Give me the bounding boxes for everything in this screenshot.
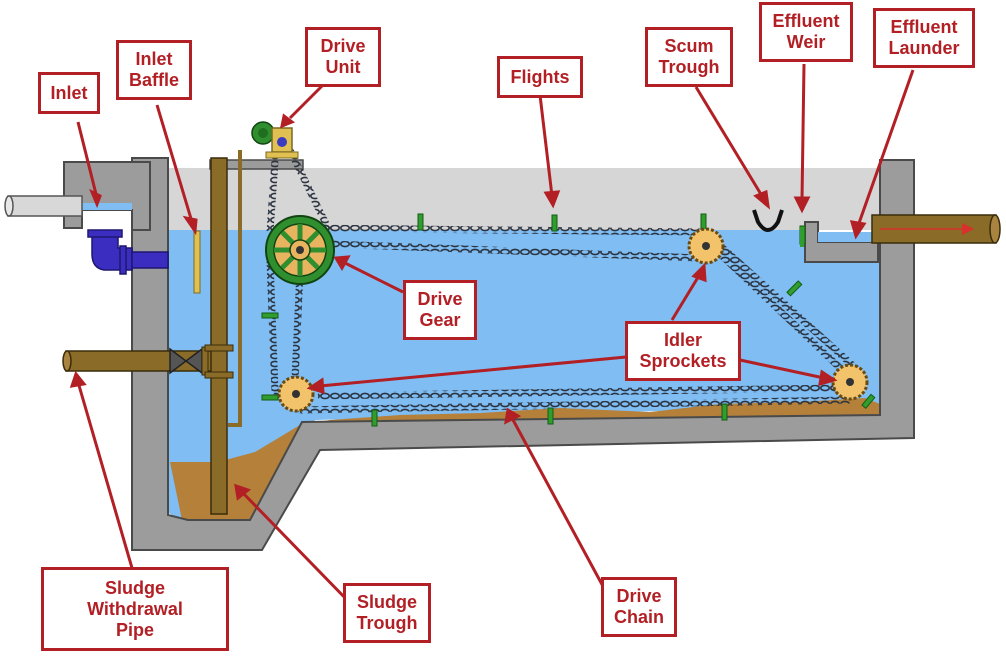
label-sludge-trough: Sludge Trough bbox=[343, 583, 431, 643]
flight bbox=[861, 393, 876, 409]
flight bbox=[371, 409, 378, 427]
flight bbox=[261, 312, 279, 319]
label-drive-gear: Drive Gear bbox=[403, 280, 477, 340]
sludge-layer bbox=[170, 398, 880, 520]
idler-sprocket-top bbox=[687, 227, 725, 265]
effluent-weir bbox=[800, 227, 804, 247]
drive-unit bbox=[251, 121, 299, 159]
idler-sprocket-right bbox=[831, 363, 869, 401]
label-flights: Flights bbox=[497, 56, 583, 98]
flight bbox=[417, 213, 424, 231]
flight bbox=[786, 280, 803, 297]
label-sludge-withdrawal-pipe-text: Sludge Withdrawal Pipe bbox=[87, 577, 183, 640]
inlet-pipe bbox=[7, 195, 83, 217]
effluent-pipe-end bbox=[989, 214, 1001, 244]
tank-walls bbox=[131, 157, 915, 551]
flight bbox=[547, 407, 554, 425]
inlet-feed bbox=[131, 251, 169, 269]
label-inlet-baffle: Inlet Baffle bbox=[116, 40, 192, 100]
label-idler-sprockets-text: Idler Sprockets bbox=[639, 330, 727, 371]
inlet-elbow-flange bbox=[87, 229, 123, 238]
drive-gear bbox=[265, 215, 335, 285]
label-inlet-text: Inlet bbox=[50, 82, 88, 103]
label-flights-text: Flights bbox=[510, 66, 570, 87]
sludge-pipe-vertical bbox=[210, 157, 228, 515]
scum-pipe bbox=[228, 150, 242, 427]
sludge-pipe-end bbox=[62, 350, 72, 372]
inlet-channel-water bbox=[82, 203, 132, 210]
callout-arrows bbox=[69, 63, 915, 605]
tank-air-space bbox=[150, 168, 885, 230]
label-drive-unit-text: Drive Unit bbox=[320, 36, 366, 77]
flight bbox=[721, 403, 728, 421]
effluent-flow-arrow bbox=[962, 223, 974, 235]
label-sludge-trough-text: Sludge Trough bbox=[356, 592, 418, 633]
label-drive-gear-text: Drive Gear bbox=[417, 289, 463, 330]
sludge-pipe-tee bbox=[204, 344, 234, 352]
label-effluent-launder: Effluent Launder bbox=[873, 8, 975, 68]
label-inlet: Inlet bbox=[38, 72, 100, 114]
label-drive-chain: Drive Chain bbox=[601, 577, 677, 637]
label-effluent-launder-text: Effluent Launder bbox=[888, 17, 960, 58]
inlet-elbow-flange-2 bbox=[119, 245, 127, 275]
inlet-pipe-end bbox=[4, 195, 14, 217]
label-inlet-baffle-text: Inlet Baffle bbox=[128, 49, 179, 90]
idler-sprocket-left bbox=[277, 375, 315, 413]
sludge-pipe-tee-2 bbox=[204, 371, 234, 379]
label-scum-trough-text: Scum Trough bbox=[658, 36, 720, 77]
label-effluent-weir: Effluent Weir bbox=[759, 2, 853, 62]
flight bbox=[261, 394, 279, 401]
label-effluent-weir-text: Effluent Weir bbox=[772, 11, 840, 52]
launder-water bbox=[818, 232, 878, 242]
walkway-slab bbox=[209, 159, 304, 170]
label-idler-sprockets: Idler Sprockets bbox=[625, 321, 741, 381]
label-scum-trough: Scum Trough bbox=[645, 27, 733, 87]
tank-water bbox=[150, 230, 885, 522]
label-drive-chain-text: Drive Chain bbox=[613, 586, 664, 627]
flight bbox=[551, 214, 558, 232]
label-sludge-withdrawal-pipe: Sludge Withdrawal Pipe bbox=[41, 567, 229, 651]
drive-chain bbox=[266, 144, 864, 414]
label-drive-unit: Drive Unit bbox=[305, 27, 381, 87]
inlet-baffle bbox=[193, 230, 201, 294]
scum-trough bbox=[752, 209, 784, 232]
